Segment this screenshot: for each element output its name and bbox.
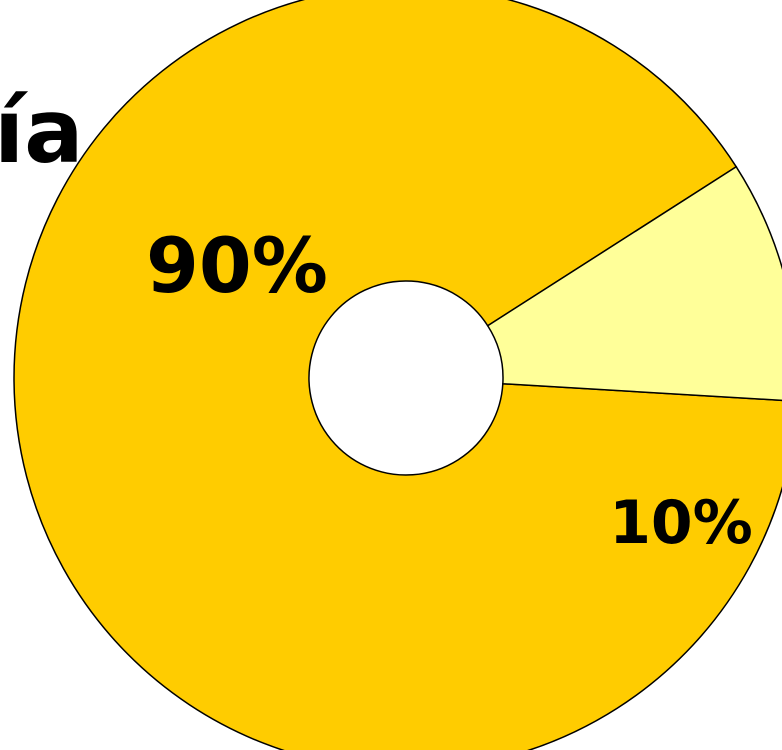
slice-90 <box>13 0 782 750</box>
chart-title-fragment: ía <box>0 80 84 183</box>
slice-label-90: 90% <box>146 221 328 310</box>
slices-layer <box>13 0 782 750</box>
slice-10 <box>486 165 782 402</box>
slice-label-10: 10% <box>609 488 753 558</box>
labels-layer: 90% 10% <box>146 221 753 558</box>
